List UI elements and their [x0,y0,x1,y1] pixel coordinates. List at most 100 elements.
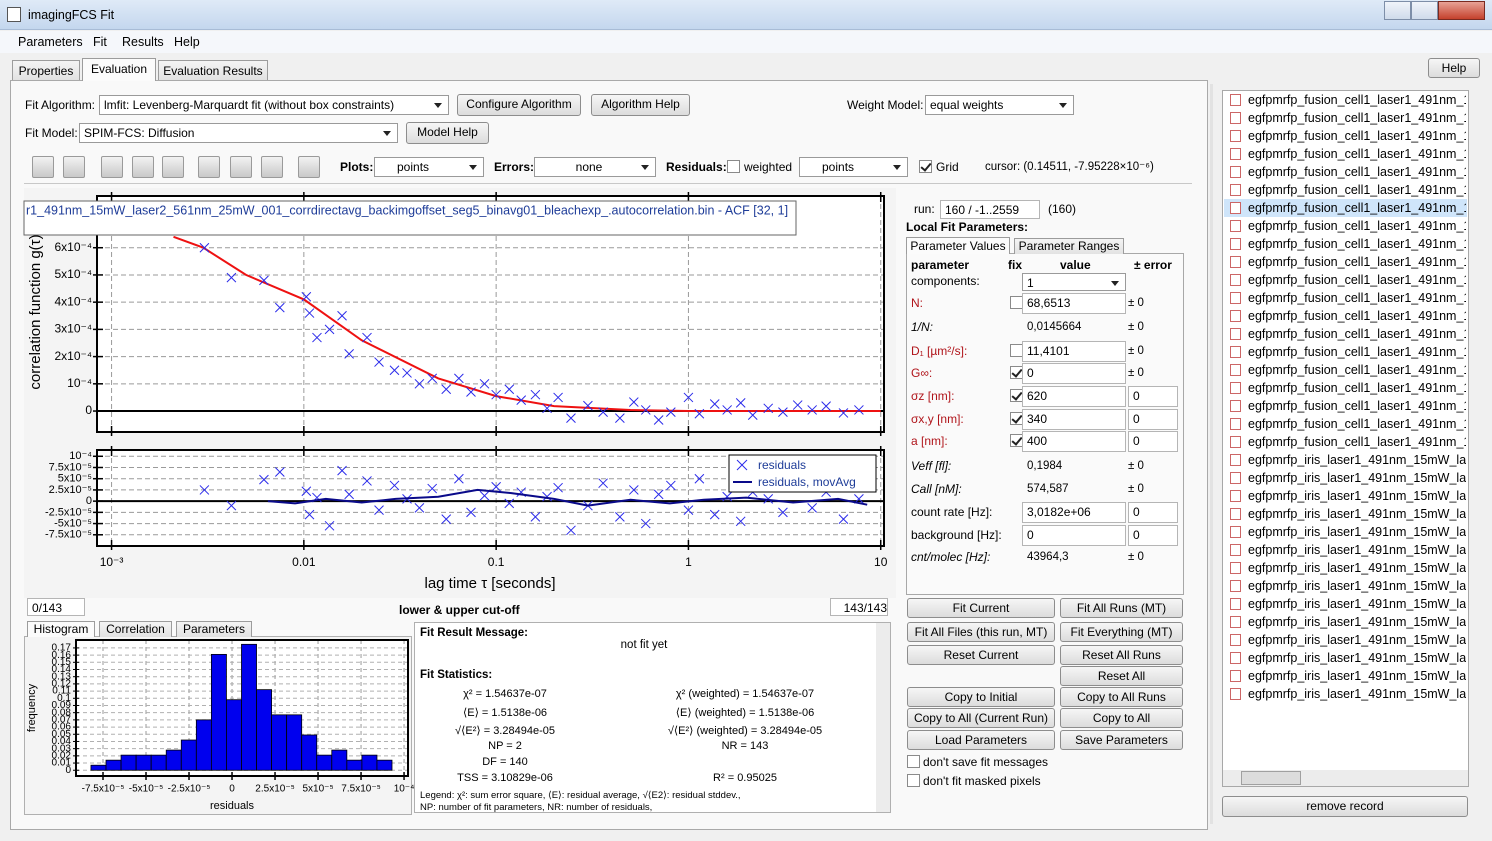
weight-model-combo[interactable]: equal weights [925,95,1074,115]
param-value[interactable]: 0 [1022,363,1126,384]
residuals-combo[interactable]: points [799,157,908,177]
fit-button[interactable]: Copy to All Runs [1060,687,1183,707]
menu-item[interactable]: Parameters [18,35,83,49]
file-item[interactable]: egfpmrfp_iris_laser1_491nm_15mW_laser2 [1248,669,1466,683]
splitter[interactable] [1210,84,1213,824]
file-item[interactable]: egfpmrfp_iris_laser1_491nm_15mW_laser2 [1248,471,1466,485]
param-error[interactable]: 0 [1128,409,1178,430]
run-spin[interactable]: 160 / -1..2559 [940,200,1040,219]
file-item[interactable]: egfpmrfp_iris_laser1_491nm_15mW_laser2 [1248,453,1466,467]
toolbar-icon[interactable] [32,156,54,178]
file-item[interactable]: egfpmrfp_iris_laser1_491nm_15mW_laser2 [1248,597,1466,611]
fit-button[interactable]: Fit Everything (MT) [1060,622,1183,642]
param-error[interactable]: 0 [1128,525,1178,546]
toolbar-icon[interactable] [63,156,85,178]
param-value[interactable]: 11,4101 [1022,341,1126,362]
file-item[interactable]: egfpmrfp_fusion_cell1_laser1_491nm_15m [1248,417,1466,431]
file-item[interactable]: egfpmrfp_iris_laser1_491nm_15mW_laser2 [1248,489,1466,503]
close-button[interactable] [1438,1,1485,20]
checkbox[interactable] [907,755,920,768]
param-value[interactable]: 3,0182e+06 [1022,502,1126,523]
fit-button[interactable]: Reset All [1060,666,1183,686]
file-item[interactable]: egfpmrfp_fusion_cell1_laser1_491nm_15m [1248,237,1466,251]
file-item[interactable]: egfpmrfp_fusion_cell1_laser1_491nm_15m [1248,399,1466,413]
file-item[interactable]: egfpmrfp_iris_laser1_491nm_15mW_laser2 [1248,543,1466,557]
file-item[interactable]: egfpmrfp_fusion_cell1_laser1_491nm_10m [1248,111,1466,125]
file-item[interactable]: egfpmrfp_iris_laser1_491nm_15mW_laser2 [1248,687,1466,701]
tab[interactable]: Evaluation Results [158,60,268,80]
histogram-tab[interactable]: Parameters [176,621,252,637]
file-item[interactable]: egfpmrfp_fusion_cell1_laser1_491nm_15m [1248,255,1466,269]
toolbar-icon[interactable] [298,156,320,178]
file-item[interactable]: egfpmrfp_fusion_cell1_laser1_491nm_10m [1248,93,1466,107]
file-item[interactable]: egfpmrfp_fusion_cell1_laser1_491nm_15m [1248,327,1466,341]
file-item[interactable]: egfpmrfp_fusion_cell1_laser1_491nm_15m [1248,273,1466,287]
tab[interactable]: Properties [12,60,80,80]
lower-cutoff-spin[interactable]: 0/143 [27,598,85,616]
toolbar-icon[interactable] [101,156,123,178]
file-item[interactable]: egfpmrfp_iris_laser1_491nm_15mW_laser2 [1248,651,1466,665]
file-item[interactable]: egfpmrfp_fusion_cell1_laser1_491nm_15m [1248,219,1466,233]
file-item[interactable]: egfpmrfp_fusion_cell1_laser1_491nm_10m [1248,147,1466,161]
checkbox[interactable] [919,160,932,173]
fit-button[interactable]: Fit All Files (this run, MT) [907,622,1055,642]
param-value[interactable]: 68,6513 [1022,293,1126,314]
file-item[interactable]: egfpmrfp_fusion_cell1_laser1_491nm_15m [1248,435,1466,449]
file-item[interactable]: egfpmrfp_fusion_cell1_laser1_491nm_10m [1248,129,1466,143]
file-item[interactable]: egfpmrfp_iris_laser1_491nm_15mW_laser2 [1248,615,1466,629]
fit-button[interactable]: Copy to All (Current Run) [907,708,1055,728]
result-scrollbar[interactable] [876,623,890,812]
param-value[interactable]: 0 [1022,525,1126,546]
params-tab[interactable]: Parameter Values [906,237,1010,254]
upper-cutoff-spin[interactable]: 143/143 [830,598,888,616]
model-help-button[interactable]: Model Help [406,122,489,144]
help-button[interactable]: Help [1428,58,1480,78]
components-combo[interactable]: 1 [1022,273,1126,291]
param-error[interactable]: 0 [1128,431,1178,452]
toolbar-icon[interactable] [132,156,154,178]
param-value[interactable]: 340 [1022,409,1126,430]
menu-item[interactable]: Results [122,35,164,49]
file-item[interactable]: egfpmrfp_fusion_cell1_laser1_491nm_15m [1248,291,1466,305]
fit-button[interactable]: Reset All Runs [1060,645,1183,665]
toolbar-icon[interactable] [230,156,252,178]
errors-combo[interactable]: none [534,157,656,177]
tab[interactable]: Evaluation [82,58,156,81]
file-item[interactable]: egfpmrfp_fusion_cell1_laser1_491nm_15m [1248,309,1466,323]
configure-algorithm-button[interactable]: Configure Algorithm [457,94,581,116]
param-value[interactable]: 400 [1022,431,1126,452]
scroll-thumb[interactable] [1241,771,1301,785]
histogram-tab[interactable]: Histogram [27,621,95,637]
toolbar-icon[interactable] [162,156,184,178]
fit-algorithm-combo[interactable]: lmfit: Levenberg-Marquardt fit (without … [99,95,449,115]
toolbar-icon[interactable] [261,156,283,178]
maximize-button[interactable] [1411,1,1438,20]
param-error[interactable]: 0 [1128,386,1178,407]
param-error[interactable]: 0 [1128,502,1178,523]
checkbox[interactable] [727,160,740,173]
file-item[interactable]: egfpmrfp_iris_laser1_491nm_15mW_laser2 [1248,525,1466,539]
file-item[interactable]: egfpmrfp_iris_laser1_491nm_15mW_laser2 [1248,561,1466,575]
menu-item[interactable]: Help [174,35,200,49]
fit-button[interactable]: Load Parameters [907,730,1055,750]
plots-combo[interactable]: points [374,157,484,177]
file-item[interactable]: egfpmrfp_fusion_cell1_laser1_491nm_15m [1248,363,1466,377]
fit-button[interactable]: Fit Current [907,598,1055,618]
file-item[interactable]: egfpmrfp_iris_laser1_491nm_15mW_laser2 [1248,633,1466,647]
remove-record-button[interactable]: remove record [1222,796,1468,817]
fit-button[interactable]: Copy to Initial [907,687,1055,707]
file-item[interactable]: egfpmrfp_fusion_cell1_laser1_491nm_15m [1248,165,1466,179]
algorithm-help-button[interactable]: Algorithm Help [591,94,690,116]
fit-button[interactable]: Fit All Runs (MT) [1060,598,1183,618]
minimize-button[interactable] [1384,1,1411,20]
file-item[interactable]: egfpmrfp_fusion_cell1_laser1_491nm_15m [1248,345,1466,359]
fit-button[interactable]: Save Parameters [1060,730,1183,750]
histogram-tab[interactable]: Correlation [99,621,172,637]
file-item[interactable]: egfpmrfp_fusion_cell1_laser1_491nm_15m [1248,381,1466,395]
fit-model-combo[interactable]: SPIM-FCS: Diffusion [79,123,398,143]
fit-button[interactable]: Copy to All [1060,708,1183,728]
file-item[interactable]: egfpmrfp_fusion_cell1_laser1_491nm_15m [1248,183,1466,197]
param-value[interactable]: 620 [1022,386,1126,407]
file-item[interactable]: egfpmrfp_iris_laser1_491nm_15mW_laser2 [1248,579,1466,593]
checkbox[interactable] [907,774,920,787]
